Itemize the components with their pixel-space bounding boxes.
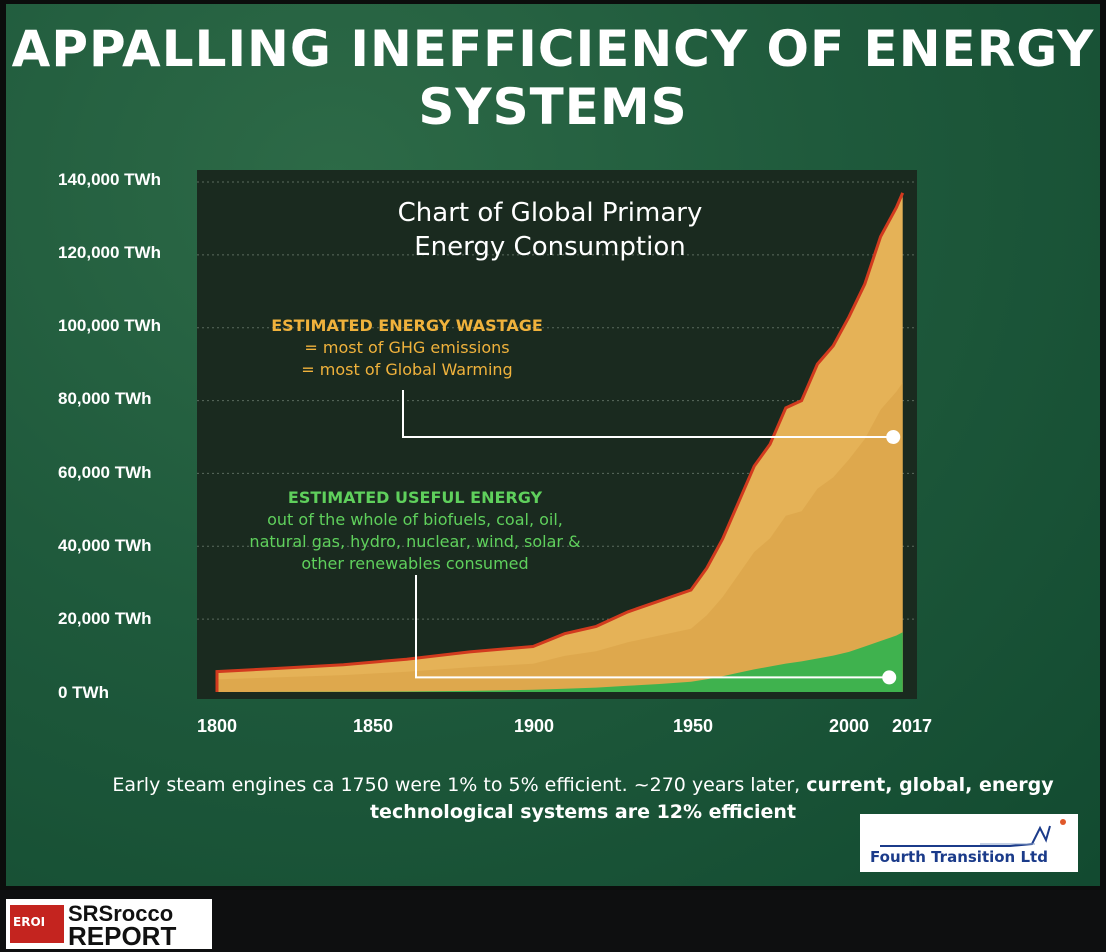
fourth-transition-logo: Fourth Transition Ltd xyxy=(860,814,1078,872)
y-tick-label: 140,000 TWh xyxy=(58,170,161,189)
caption-bold-2: technological systems are 12% efficient xyxy=(369,801,797,823)
wastage-annotation-line: = most of Global Warming xyxy=(301,360,513,379)
useful-annotation-line: out of the whole of biofuels, coal, oil, xyxy=(267,510,563,529)
y-tick-label: 20,000 TWh xyxy=(58,609,152,628)
wastage-marker xyxy=(886,430,901,444)
slide-caption: Early steam engines ca 1750 were 1% to 5… xyxy=(60,772,1106,826)
y-tick-label: 120,000 TWh xyxy=(58,243,161,262)
y-tick-label: 80,000 TWh xyxy=(58,389,152,408)
useful-annotation-heading: ESTIMATED USEFUL ENERGY xyxy=(287,488,543,507)
chart-title-line-2: Energy Consumption xyxy=(414,232,686,262)
useful-annotation-line: natural gas, hydro, nuclear, wind, solar… xyxy=(249,532,581,551)
annotation-leaders xyxy=(402,390,901,685)
wastage-leader-line xyxy=(402,390,894,438)
y-tick-label: 100,000 TWh xyxy=(58,316,161,335)
eroi-badge-icon: EROI xyxy=(10,905,64,943)
y-tick-label: 60,000 TWh xyxy=(58,463,152,482)
y-tick-label: 40,000 TWh xyxy=(58,536,152,555)
useful-leader-line xyxy=(415,575,890,679)
useful-annotation-line: other renewables consumed xyxy=(301,554,529,573)
x-tick-label: 1800 xyxy=(196,716,238,736)
srrocco-report-word: REPORT xyxy=(68,921,177,951)
y-tick-label: 0 TWh xyxy=(58,683,109,702)
eroi-badge-text: EROI xyxy=(13,915,46,929)
caption-plain: Early steam engines ca 1750 were 1% to 5… xyxy=(112,774,807,796)
caption-bold-1: current, global, energy xyxy=(806,774,1054,796)
slide-title: APPALLING INEFFICIENCY OF ENERGY SYSTEMS xyxy=(0,20,1106,136)
x-tick-label: 1850 xyxy=(352,716,394,736)
chart-title: Chart of Global Primary Energy Consumpti… xyxy=(340,196,760,264)
useful-marker xyxy=(882,670,897,685)
x-tick-label: 2000 xyxy=(828,716,870,736)
x-tick-label: 1950 xyxy=(672,716,714,736)
wastage-area xyxy=(217,192,903,692)
srrocco-name: SRSrocco xyxy=(68,901,174,926)
total-consumption-line xyxy=(215,192,905,692)
chart-title-line-1: Chart of Global Primary xyxy=(397,198,703,228)
wastage-shade-area xyxy=(217,382,903,692)
wastage-annotation-heading: ESTIMATED ENERGY WASTAGE xyxy=(271,316,543,335)
fourth-transition-name: Fourth Transition Ltd xyxy=(870,848,1048,866)
x-tick-label: 1900 xyxy=(513,716,555,736)
wastage-annotation-line: = most of GHG emissions xyxy=(304,338,510,357)
srrocco-report-logo: EROI SRSrocco REPORT xyxy=(6,899,212,951)
fourth-transition-mark-icon xyxy=(880,819,1066,847)
wastage-annotation: ESTIMATED ENERGY WASTAGE = most of GHG e… xyxy=(262,315,552,381)
title-line-1: APPALLING INEFFICIENCY OF ENERGY xyxy=(11,20,1095,78)
x-tick-label: 2017 xyxy=(891,716,933,736)
title-line-2: SYSTEMS xyxy=(418,78,688,136)
useful-annotation: ESTIMATED USEFUL ENERGY out of the whole… xyxy=(225,487,605,575)
